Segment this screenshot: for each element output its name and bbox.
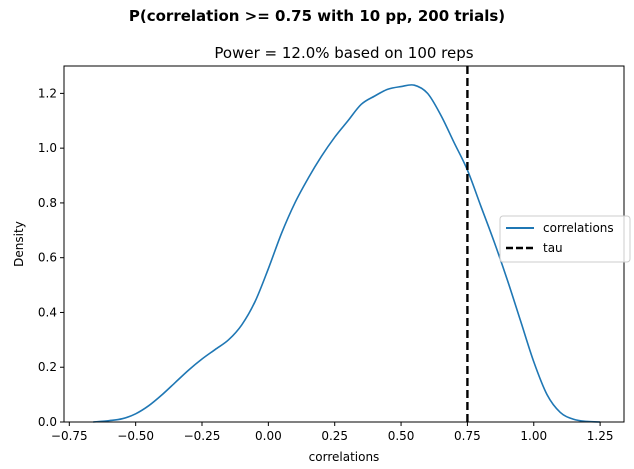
legend-entry-correlations: correlations	[543, 221, 614, 235]
series-correlations-line	[93, 84, 601, 423]
legend-entry-tau: tau	[543, 241, 563, 255]
legend: correlations tau	[499, 215, 631, 263]
x-tick-label: 1.25	[587, 429, 614, 443]
x-tick-label: 0.75	[454, 429, 481, 443]
y-tick-label: 1.2	[38, 86, 57, 100]
x-axis-label: correlations	[309, 450, 380, 464]
chart-suptitle: P(correlation >= 0.75 with 10 pp, 200 tr…	[129, 7, 505, 25]
y-tick-label: 0.2	[38, 360, 57, 374]
x-tick-label: 0.25	[321, 429, 348, 443]
y-tick-label: 0.6	[38, 251, 57, 265]
x-tick-label: 0.00	[255, 429, 282, 443]
x-tick-label: −0.25	[184, 429, 221, 443]
y-tick-label: 1.0	[38, 141, 57, 155]
x-tick-label: 1.00	[520, 429, 547, 443]
x-tick-label: 0.50	[388, 429, 415, 443]
y-axis-ticks: 0.0 0.2 0.4 0.6 0.8 1.0 1.2	[38, 86, 64, 429]
y-tick-label: 0.8	[38, 196, 57, 210]
x-tick-label: −0.75	[51, 429, 88, 443]
x-tick-label: −0.50	[117, 429, 154, 443]
curve-layer	[93, 84, 601, 423]
y-axis-label: Density	[12, 221, 26, 267]
y-tick-label: 0.0	[38, 415, 57, 429]
plot-area	[93, 66, 601, 423]
y-tick-label: 0.4	[38, 305, 57, 319]
chart-title: Power = 12.0% based on 100 reps	[214, 44, 473, 62]
x-axis-ticks: −0.75 −0.50 −0.25 0.00 0.25 0.50 0.75 1.00 1.25	[51, 422, 614, 443]
